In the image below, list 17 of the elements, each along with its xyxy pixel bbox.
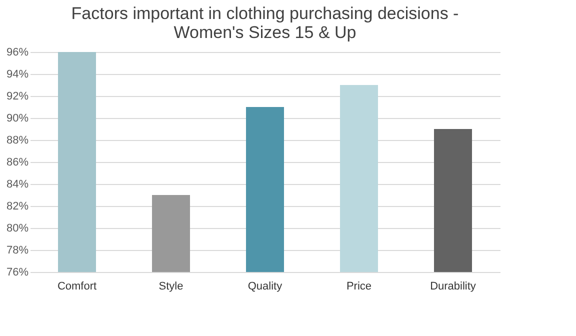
x-tick-label: Quality (248, 280, 283, 292)
y-tick-label: 90% (6, 112, 29, 124)
y-tick-label: 78% (6, 244, 29, 256)
y-tick-label: 94% (6, 68, 29, 80)
x-tick-label: Style (158, 280, 184, 292)
y-tick-label: 82% (6, 200, 29, 212)
x-tick-label: Comfort (57, 280, 97, 292)
y-tick-label: 96% (6, 46, 29, 58)
y-tick-label: 88% (6, 134, 29, 146)
chart-title: Factors important in clothing purchasing decisions - Women's Sizes 15 & Up (71, 4, 459, 42)
x-tick-label: Price (346, 280, 372, 292)
y-tick-label: 80% (6, 222, 29, 234)
y-tick-label: 76% (6, 266, 29, 278)
x-tick-label: Durability (430, 280, 476, 292)
y-tick-label: 84% (6, 178, 29, 190)
y-tick-label: 86% (6, 156, 29, 168)
y-tick-label: 92% (6, 90, 29, 102)
